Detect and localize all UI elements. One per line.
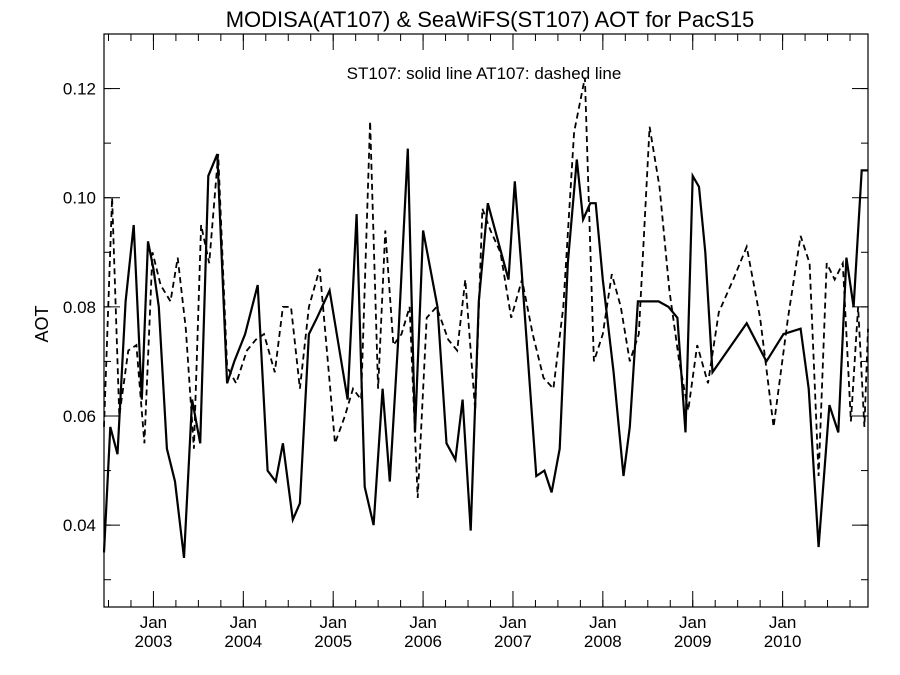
y-tick-label: 0.06 bbox=[63, 407, 96, 426]
x-tick-label-month: Jan bbox=[499, 613, 526, 632]
y-tick-label: 0.10 bbox=[63, 189, 96, 208]
x-tick-label-year: 2005 bbox=[314, 632, 352, 651]
x-tick-label-year: 2010 bbox=[764, 632, 802, 651]
plot-frame bbox=[103, 33, 869, 608]
series-line-at107 bbox=[103, 77, 869, 498]
y-tick-label: 0.12 bbox=[63, 80, 96, 99]
x-tick-label-year: 2006 bbox=[404, 632, 442, 651]
x-tick-label-month: Jan bbox=[589, 613, 616, 632]
x-tick-label-month: Jan bbox=[409, 613, 436, 632]
axis-ticks bbox=[104, 33, 868, 607]
x-tick-label-month: Jan bbox=[140, 613, 167, 632]
x-tick-label-year: 2003 bbox=[135, 632, 173, 651]
x-tick-label-year: 2009 bbox=[674, 632, 712, 651]
series-line-st107 bbox=[102, 148, 868, 559]
y-tick-label: 0.08 bbox=[63, 298, 96, 317]
x-tick-label-year: 2008 bbox=[584, 632, 622, 651]
x-tick-label-month: Jan bbox=[679, 613, 706, 632]
y-tick-label: 0.04 bbox=[63, 516, 96, 535]
x-tick-label-month: Jan bbox=[230, 613, 257, 632]
x-tick-label-year: 2004 bbox=[224, 632, 262, 651]
y-axis-label: AOT bbox=[32, 305, 52, 342]
chart-title: MODISA(AT107) & SeaWiFS(ST107) AOT for P… bbox=[226, 7, 755, 32]
x-tick-label-month: Jan bbox=[769, 613, 796, 632]
series-layer bbox=[102, 77, 869, 559]
tick-labels: 0.040.060.080.100.12Jan2003Jan2004Jan200… bbox=[63, 80, 802, 651]
x-tick-label-year: 2007 bbox=[494, 632, 532, 651]
legend-annotation: ST107: solid line AT107: dashed line bbox=[347, 64, 622, 83]
x-tick-label-month: Jan bbox=[319, 613, 346, 632]
